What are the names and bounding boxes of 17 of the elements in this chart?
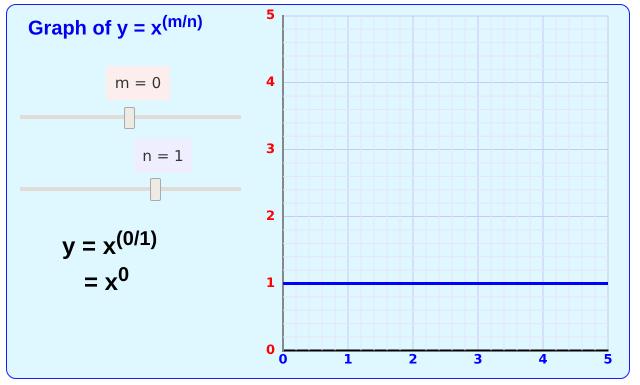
x-tick-label: 0: [278, 352, 288, 368]
y-tick-label: 4: [266, 75, 276, 90]
text: y = x$^{(0/1)}$: [62, 228, 158, 261]
y-tick-label: 0: [266, 342, 276, 358]
text: Graph of y = x$^{(m/n)}$: [28, 12, 203, 41]
x-tick-label: 3: [473, 352, 483, 368]
x-tick-label: 1: [344, 352, 353, 368]
y-tick-label: 1: [266, 276, 276, 291]
y-tick-label: 2: [266, 208, 276, 224]
text: = x$^{0}$: [84, 264, 130, 297]
x-tick-label: 4: [538, 352, 548, 368]
text: n = 1: [134, 138, 192, 173]
x-tick-label: 5: [603, 352, 613, 368]
y-tick-label: 3: [266, 142, 276, 158]
y-tick-label: 5: [266, 8, 276, 24]
text: m = 0: [106, 66, 170, 100]
x-tick-label: 2: [408, 352, 418, 368]
